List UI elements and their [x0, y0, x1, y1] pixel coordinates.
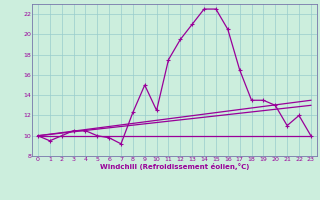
- X-axis label: Windchill (Refroidissement éolien,°C): Windchill (Refroidissement éolien,°C): [100, 163, 249, 170]
